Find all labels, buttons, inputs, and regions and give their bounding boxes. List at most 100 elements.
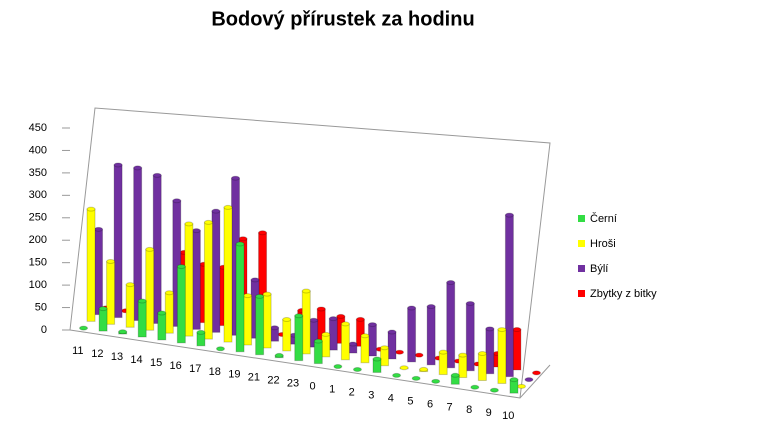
chart-title: Bodový přírustek za hodinu <box>211 8 474 30</box>
bar <box>164 292 174 334</box>
bar-top <box>336 313 346 319</box>
bar-top <box>86 206 96 212</box>
x-tick-label: 1 <box>329 384 335 396</box>
bar <box>125 284 135 328</box>
x-tick-label: 15 <box>150 357 162 369</box>
bar-top <box>250 277 260 283</box>
legend-label: Zbytky z bitky <box>590 288 657 300</box>
bar-top <box>137 298 147 304</box>
bar <box>301 290 311 355</box>
bar-top <box>172 198 182 204</box>
bar-top <box>321 331 331 337</box>
bar-top <box>352 366 362 372</box>
bar-top <box>485 326 495 332</box>
bar-top <box>446 280 456 286</box>
bar-top <box>191 228 201 234</box>
bar-top <box>79 325 89 331</box>
x-tick-label: 0 <box>310 381 316 393</box>
bar <box>367 324 377 357</box>
bar <box>176 266 186 344</box>
bar-top <box>465 300 475 306</box>
bar-top <box>98 306 108 312</box>
y-tick-label: 400 <box>29 144 47 156</box>
bar-top <box>196 329 206 335</box>
bar <box>94 228 104 316</box>
bar-top <box>407 305 417 311</box>
x-tick-label: 21 <box>248 372 260 384</box>
bar-top <box>524 377 534 383</box>
bar-top <box>294 313 304 319</box>
bar-top <box>348 341 358 347</box>
bar-top <box>184 221 194 227</box>
bar <box>321 333 331 358</box>
bar <box>133 167 143 322</box>
bar <box>446 282 456 369</box>
bar <box>477 353 487 381</box>
bar-top <box>470 384 480 390</box>
floor <box>69 329 551 399</box>
bar <box>211 210 221 333</box>
bar-top <box>133 165 143 171</box>
bar-top <box>360 333 370 339</box>
bar <box>184 223 194 337</box>
bar-top <box>94 226 104 232</box>
bar-top <box>399 365 409 371</box>
x-tick-label: 9 <box>486 407 492 419</box>
bar <box>223 206 233 343</box>
bar-top <box>255 293 265 299</box>
bar <box>255 295 265 356</box>
bar-top <box>328 316 338 322</box>
y-tick-label: 250 <box>29 212 47 224</box>
bar-top <box>426 304 436 310</box>
bar-top <box>157 310 167 316</box>
bar-top <box>411 375 421 381</box>
bar <box>113 164 123 319</box>
bar-top <box>531 370 541 376</box>
x-tick-label: 23 <box>287 378 299 390</box>
bar-top <box>450 372 460 378</box>
bar-top <box>395 349 405 355</box>
bar-top <box>414 352 424 358</box>
bar <box>262 293 272 349</box>
bar-top <box>223 204 233 210</box>
bar <box>465 302 475 372</box>
bar <box>407 307 417 363</box>
bar-top <box>203 219 213 225</box>
bar <box>485 328 495 375</box>
bar-top <box>243 293 253 299</box>
bar <box>157 312 167 341</box>
bar <box>328 318 338 351</box>
bar <box>145 248 155 331</box>
x-tick-label: 11 <box>72 345 83 357</box>
bar-top <box>458 352 468 358</box>
x-tick-label: 3 <box>368 389 374 401</box>
x-tick-label: 2 <box>349 386 355 398</box>
y-tick-label: 50 <box>35 301 47 313</box>
bar-top <box>387 329 397 335</box>
x-tick-label: 5 <box>407 395 413 407</box>
bar-top <box>152 172 162 178</box>
bar-top <box>316 306 326 312</box>
bar-top <box>438 349 448 355</box>
x-tick-label: 12 <box>91 348 103 360</box>
bar-top <box>262 291 272 297</box>
y-tick-label: 100 <box>29 279 47 291</box>
bar-top <box>355 316 365 322</box>
bar-top <box>211 208 221 214</box>
y-tick-label: 150 <box>29 257 47 269</box>
legend-swatch <box>578 240 585 247</box>
bar <box>243 295 253 346</box>
legend-label: Býlí <box>590 263 608 275</box>
bar-top <box>313 338 323 344</box>
x-tick-label: 19 <box>228 369 240 381</box>
bar-top <box>512 327 522 333</box>
y-tick-label: 0 <box>41 324 47 336</box>
bar-top <box>215 346 225 352</box>
x-tick-label: 8 <box>466 404 472 416</box>
bar <box>360 335 370 364</box>
legend-swatch <box>578 215 585 222</box>
bar <box>152 174 162 324</box>
y-tick-label: 300 <box>29 189 47 201</box>
bar-top <box>235 241 245 247</box>
